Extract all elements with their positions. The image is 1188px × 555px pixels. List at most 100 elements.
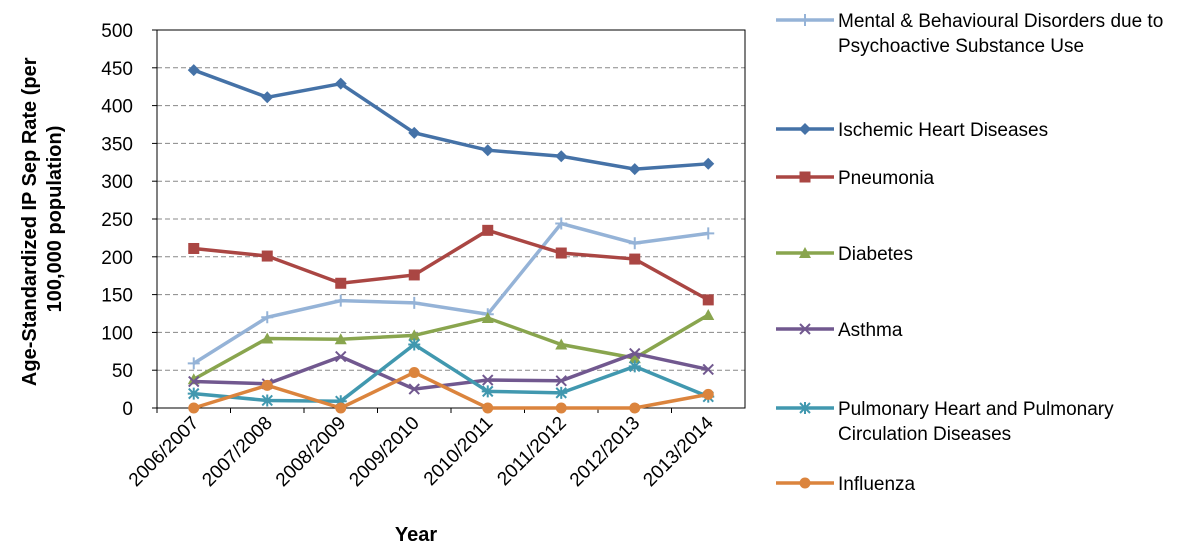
point xyxy=(702,227,715,240)
y-tick-label: 50 xyxy=(112,361,133,382)
point xyxy=(261,394,274,407)
series xyxy=(188,347,714,395)
point xyxy=(335,277,347,289)
point xyxy=(555,375,567,387)
y-tick-label: 250 xyxy=(101,210,133,231)
y-tick-label: 100 xyxy=(101,323,133,344)
point xyxy=(408,126,421,139)
x-axis-title: Year xyxy=(395,524,437,546)
line xyxy=(193,370,709,410)
point xyxy=(799,477,811,489)
x-tick-label: 2008/2009 xyxy=(272,413,350,491)
point xyxy=(261,379,273,391)
point xyxy=(261,91,274,104)
point xyxy=(408,338,421,351)
line xyxy=(192,221,709,365)
point xyxy=(187,357,200,370)
point xyxy=(799,123,811,135)
point xyxy=(335,402,347,414)
legend-label: Mental & Behavioural Disorders due to Ps… xyxy=(838,11,1169,57)
line xyxy=(193,342,709,403)
series xyxy=(187,217,715,370)
point xyxy=(481,144,494,157)
point xyxy=(482,402,494,414)
series xyxy=(187,338,715,408)
line xyxy=(192,313,710,381)
y-tick-label: 200 xyxy=(101,248,133,269)
legend-label: Pneumonia xyxy=(838,168,935,189)
point xyxy=(629,253,641,265)
point xyxy=(702,157,715,170)
line xyxy=(193,228,710,302)
point xyxy=(799,14,811,26)
y-tick-label: 150 xyxy=(101,286,133,307)
series xyxy=(188,224,714,306)
legend-label: Pulmonary Heart and Pulmonary Circulatio… xyxy=(838,399,1119,445)
point xyxy=(261,311,274,324)
legend-item: Influenza xyxy=(776,474,916,495)
line xyxy=(193,351,709,391)
point xyxy=(408,383,420,395)
point xyxy=(334,395,347,408)
y-tick-label: 0 xyxy=(122,399,133,420)
point xyxy=(335,350,347,363)
point xyxy=(482,374,494,386)
x-tick-label: 2013/2014 xyxy=(639,412,718,491)
y-tick-label: 500 xyxy=(101,21,133,42)
legend-item: Asthma xyxy=(776,320,903,341)
y-tick-label: 350 xyxy=(101,134,133,155)
point xyxy=(555,150,568,163)
x-tick-label: 2006/2007 xyxy=(125,413,203,491)
point xyxy=(261,332,274,344)
legend-item: Pulmonary Heart and Pulmonary Circulatio… xyxy=(776,399,1119,445)
y-tick-label: 450 xyxy=(101,59,133,80)
point xyxy=(408,296,421,309)
point xyxy=(188,242,200,254)
point xyxy=(629,347,641,360)
point xyxy=(408,329,421,341)
point xyxy=(555,247,567,259)
line xyxy=(193,68,709,171)
legend-label: Ischemic Heart Diseases xyxy=(838,120,1048,141)
point xyxy=(482,224,494,236)
y-tick-label: 400 xyxy=(101,97,133,118)
legend-item: Diabetes xyxy=(776,244,913,265)
legend-item: Mental & Behavioural Disorders due to Ps… xyxy=(776,11,1169,57)
legend-label: Influenza xyxy=(838,474,916,495)
point xyxy=(555,217,568,230)
x-tick-label: 2009/2010 xyxy=(345,413,423,491)
x-tick-label: 2010/2011 xyxy=(420,413,497,490)
point xyxy=(481,312,494,324)
point xyxy=(799,247,811,258)
legend-label: Diabetes xyxy=(838,244,913,265)
legend-item: Pneumonia xyxy=(776,168,935,189)
point xyxy=(481,385,494,398)
point xyxy=(188,402,200,414)
x-tick-label: 2011/2012 xyxy=(493,413,570,490)
legend-item: Ischemic Heart Diseases xyxy=(776,120,1048,141)
point xyxy=(628,360,641,373)
point xyxy=(188,375,200,388)
point xyxy=(702,363,714,376)
point xyxy=(702,294,714,306)
point xyxy=(334,294,347,307)
point xyxy=(628,237,641,250)
x-tick-label: 2007/2008 xyxy=(198,413,276,491)
point xyxy=(261,250,273,262)
point xyxy=(187,64,200,77)
point xyxy=(628,352,641,364)
point xyxy=(799,171,811,183)
point xyxy=(702,309,715,321)
point xyxy=(629,402,641,414)
point xyxy=(187,387,200,400)
point xyxy=(408,269,420,281)
point xyxy=(555,338,568,350)
y-tick-label: 300 xyxy=(101,172,133,193)
point xyxy=(628,163,641,176)
x-tick-label: 2012/2013 xyxy=(566,413,644,491)
point xyxy=(702,388,714,400)
point xyxy=(799,323,811,335)
point xyxy=(408,366,420,378)
point xyxy=(555,402,567,414)
